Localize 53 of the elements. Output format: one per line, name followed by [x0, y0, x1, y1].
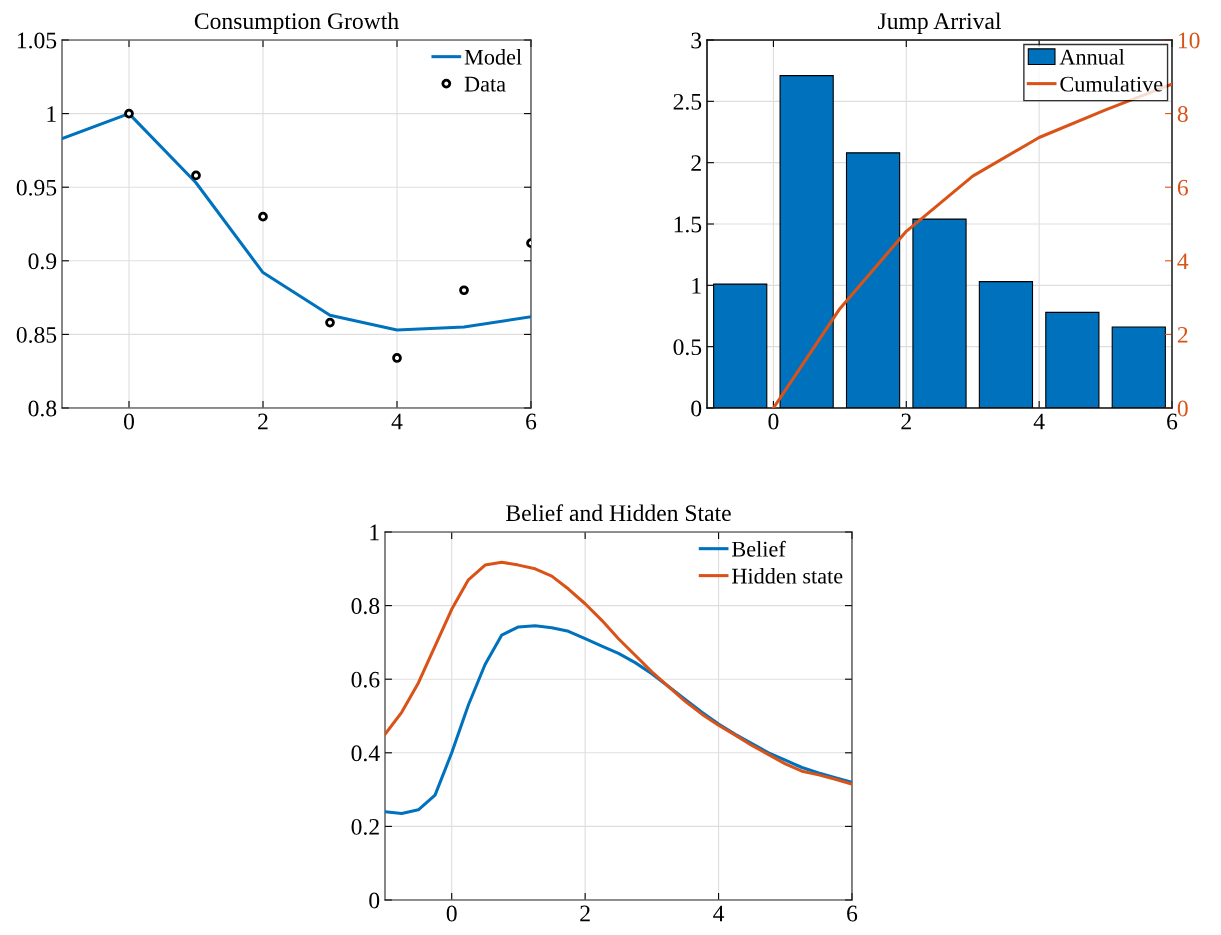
legend-label: Annual	[1059, 49, 1125, 65]
y2-tick-label: 0	[1177, 400, 1188, 417]
y2-tick-label: 8	[1177, 106, 1188, 123]
x-tick-label: 4	[713, 905, 725, 922]
y-tick-label: 1	[692, 277, 701, 294]
x-tick-label: 4	[391, 413, 403, 430]
point	[392, 353, 402, 363]
x-tick-label: 4	[1033, 413, 1045, 430]
x-tick-label: 0	[768, 413, 779, 430]
y-tick-label: 0	[691, 400, 702, 417]
y-tick-label: 0.4	[351, 745, 380, 762]
chart-title: Consumption Growth	[194, 12, 399, 34]
line-series	[385, 560, 852, 786]
x-tick-label: 2	[580, 905, 590, 922]
y-tick-label: 1.05	[17, 32, 57, 49]
chart-title: Jump Arrival	[878, 12, 1001, 34]
point	[191, 170, 201, 181]
x-tick-label: 6	[526, 413, 537, 430]
chart-title: Belief and Hidden State	[506, 504, 731, 522]
y2-tick-label: 2	[1177, 326, 1188, 343]
legend-label: Hidden state	[732, 567, 843, 584]
y-tick-label: 0.5	[673, 339, 702, 356]
point	[124, 108, 134, 119]
y-tick-label: 0.95	[16, 179, 57, 196]
point	[459, 285, 469, 296]
y-tick-label: 2	[691, 155, 701, 171]
x-tick-label: 0	[446, 905, 457, 922]
y-tick-label: 3	[691, 32, 702, 49]
x-tick-label: 6	[847, 905, 858, 922]
point	[258, 211, 268, 222]
y-tick-label: 0.8	[28, 400, 57, 417]
y2-tick-label: 6	[1177, 179, 1188, 196]
point	[325, 317, 335, 328]
y-tick-label: 0.8	[351, 598, 380, 615]
legend-label: Cumulative	[1060, 75, 1163, 92]
legend-label: Belief	[732, 540, 786, 557]
y-tick-label: 0.9	[28, 253, 57, 270]
y-tick-label: 0.85	[16, 326, 57, 343]
y-tick-label: 0.6	[351, 671, 380, 688]
y2-tick-label: 10	[1178, 32, 1200, 49]
y-tick-label: 1.5	[674, 216, 702, 233]
y-tick-label: 0	[369, 892, 380, 909]
x-tick-label: 2	[258, 413, 268, 430]
y-tick-label: 1	[47, 106, 56, 122]
x-tick-label: 2	[901, 413, 911, 430]
legend-label: Data	[464, 76, 506, 92]
y-tick-label: 0.2	[351, 818, 379, 835]
x-tick-label: 0	[124, 413, 134, 430]
y2-tick-label: 4	[1177, 253, 1189, 269]
y-tick-label: 1	[370, 524, 379, 541]
x-tick-label: 6	[1167, 413, 1178, 430]
legend-label: Model	[464, 49, 522, 65]
y-tick-label: 2.5	[673, 93, 702, 110]
